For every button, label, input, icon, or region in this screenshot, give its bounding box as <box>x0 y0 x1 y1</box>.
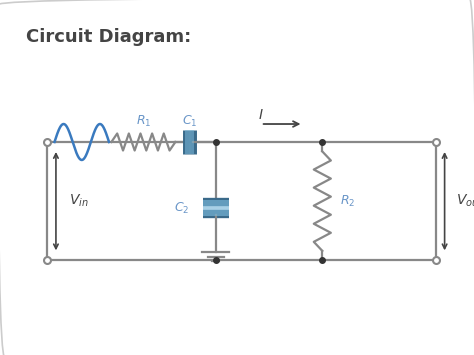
Text: $R_1$: $R_1$ <box>136 114 151 129</box>
Text: $C_1$: $C_1$ <box>182 114 197 129</box>
Text: $R_2$: $R_2$ <box>340 193 356 209</box>
Text: $V_{in}$: $V_{in}$ <box>69 193 89 209</box>
Text: I: I <box>258 108 263 122</box>
Text: Circuit Diagram:: Circuit Diagram: <box>26 28 191 47</box>
Text: $V_{out}$: $V_{out}$ <box>456 193 474 209</box>
Text: $C_2$: $C_2$ <box>174 201 190 216</box>
Bar <box>185 130 194 154</box>
Bar <box>202 200 228 216</box>
